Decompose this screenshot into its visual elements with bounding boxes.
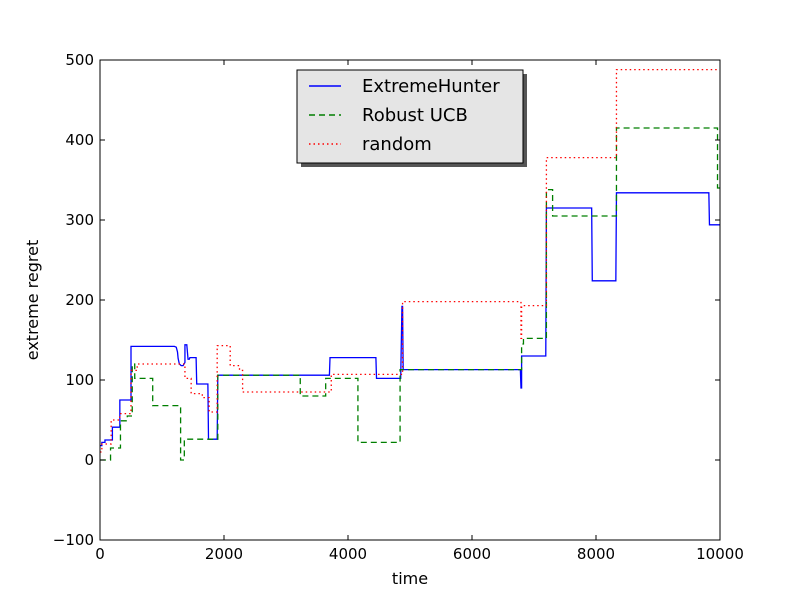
x-axis-label: time	[392, 569, 428, 588]
series-line-robust-ucb	[100, 127, 720, 461]
x-tick-label: 0	[95, 545, 105, 563]
x-tick-label: 8000	[577, 545, 615, 563]
y-tick-label: 200	[65, 291, 94, 309]
legend-label: Robust UCB	[362, 105, 468, 126]
series-layer	[100, 68, 720, 461]
y-axis-label: extreme regret	[23, 240, 42, 360]
x-tick-label: 2000	[205, 545, 243, 563]
y-tick-label: 100	[65, 371, 94, 389]
series-line-extremehunter	[100, 192, 720, 447]
y-tick-label: 500	[65, 51, 94, 69]
y-tick-label: 400	[65, 131, 94, 149]
y-tick-label: 300	[65, 211, 94, 229]
series-line-random	[100, 68, 720, 453]
ticks-layer: 0 2000 4000 6000 8000 10000−10001002003004005…	[53, 51, 744, 563]
x-tick-label: 4000	[329, 545, 367, 563]
y-tick-label: 0	[84, 451, 94, 469]
x-tick-label: 6000	[453, 545, 491, 563]
legend-label: random	[362, 134, 432, 155]
x-tick-label: 10000	[696, 545, 744, 563]
legend-label: ExtremeHunter	[362, 76, 500, 97]
y-tick-label: −100	[53, 531, 94, 549]
legend: ExtremeHunter Robust UCB random	[296, 69, 527, 167]
